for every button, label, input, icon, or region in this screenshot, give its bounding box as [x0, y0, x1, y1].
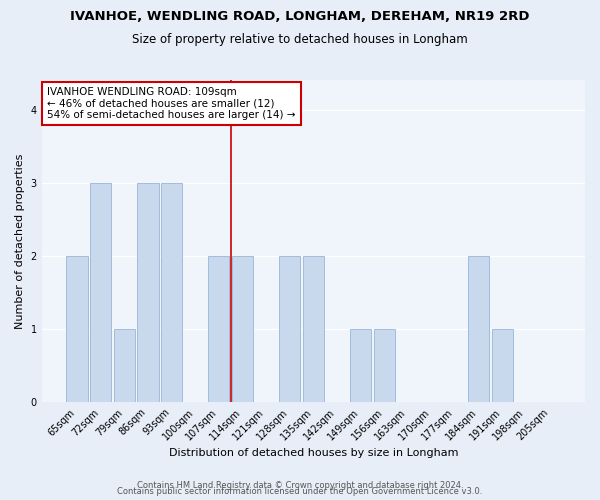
Bar: [208, 256, 229, 402]
Bar: [492, 329, 513, 402]
Text: Contains public sector information licensed under the Open Government Licence v3: Contains public sector information licen…: [118, 488, 482, 496]
Bar: [90, 183, 111, 402]
Bar: [67, 256, 88, 402]
X-axis label: Distribution of detached houses by size in Longham: Distribution of detached houses by size …: [169, 448, 458, 458]
Bar: [350, 329, 371, 402]
Bar: [232, 256, 253, 402]
Bar: [279, 256, 301, 402]
Text: IVANHOE WENDLING ROAD: 109sqm
← 46% of detached houses are smaller (12)
54% of s: IVANHOE WENDLING ROAD: 109sqm ← 46% of d…: [47, 87, 296, 120]
Y-axis label: Number of detached properties: Number of detached properties: [15, 154, 25, 329]
Text: IVANHOE, WENDLING ROAD, LONGHAM, DEREHAM, NR19 2RD: IVANHOE, WENDLING ROAD, LONGHAM, DEREHAM…: [70, 10, 530, 23]
Text: Contains HM Land Registry data © Crown copyright and database right 2024.: Contains HM Land Registry data © Crown c…: [137, 481, 463, 490]
Bar: [302, 256, 324, 402]
Text: Size of property relative to detached houses in Longham: Size of property relative to detached ho…: [132, 32, 468, 46]
Bar: [468, 256, 490, 402]
Bar: [113, 329, 135, 402]
Bar: [137, 183, 158, 402]
Bar: [161, 183, 182, 402]
Bar: [374, 329, 395, 402]
